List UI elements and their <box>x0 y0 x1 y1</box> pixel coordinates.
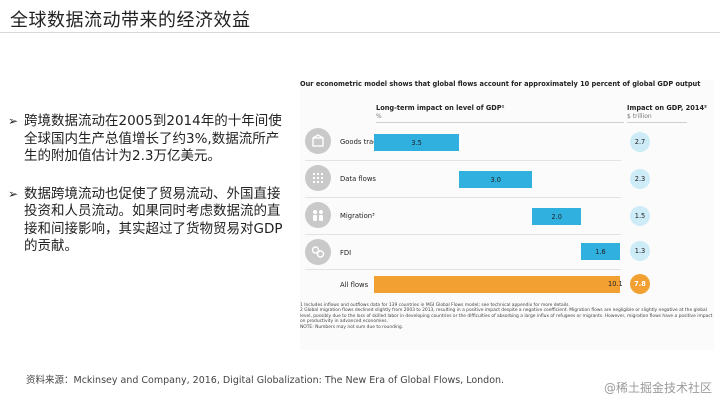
impact-head-rule <box>376 122 624 123</box>
row-label: Goods trade <box>340 138 382 146</box>
bar-all-flows-label: 10.1 <box>608 280 623 288</box>
row-divider <box>305 269 621 270</box>
bar-fdi: 1.6 <box>581 243 620 260</box>
data-flows-icon <box>305 165 331 191</box>
bar-value-label: 1.6 <box>595 247 606 256</box>
row-divider <box>305 160 621 161</box>
arrow-right-icon: ➢ <box>8 186 19 201</box>
bar-migration: 2.0 <box>532 208 582 225</box>
bar-value-label: 2.0 <box>551 212 562 221</box>
exhibit-headline: Our econometric model shows that global … <box>300 80 701 88</box>
gdp-circle: 1.5 <box>630 206 650 226</box>
row-label: Migration³ <box>340 212 375 220</box>
bar-goods-trade: 3.5 <box>374 134 460 151</box>
bar-all-flows <box>374 276 620 293</box>
watermark: @稀土掘金技术社区 <box>603 381 712 395</box>
gdp-column-head: Impact on GDP, 2014² <box>627 104 707 112</box>
impact-column-head: Long-term impact on level of GDP¹ <box>376 104 505 112</box>
exhibit-figure: Our econometric model shows that global … <box>300 80 714 350</box>
bar-data-flows: 3.0 <box>459 171 533 188</box>
slide-title: 全球数据流动带来的经济效益 <box>10 10 251 31</box>
note-line: 1 Includes inflows and outflows data for… <box>300 303 570 308</box>
gdp-circle: 2.7 <box>630 132 650 152</box>
gdp-circle: 2.3 <box>630 169 650 189</box>
goods-trade-icon <box>305 128 331 154</box>
impact-column-unit: % <box>376 113 382 120</box>
note-line: 2 Global migration flows declined slight… <box>300 308 713 325</box>
gdp-head-rule <box>627 122 687 123</box>
gdp-circle: 1.3 <box>630 241 650 261</box>
migration-icon <box>305 202 331 228</box>
row-label: Data flows <box>340 175 376 183</box>
title-divider <box>0 32 720 33</box>
arrow-right-icon: ➢ <box>8 114 19 128</box>
bullet-text: 数据跨境流动也促使了贸易流动、外国直接投资和人员流动。如果同时考虑数据流的直接和… <box>24 185 283 255</box>
bar-value-label: 3.0 <box>490 175 502 184</box>
bullet-list: ➢ 跨境数据流动在2005到2014年的十年间使全球国内生产总值增长了约3%,数… <box>8 113 288 276</box>
bullet-text: 跨境数据流动在2005到2014年的十年间使全球国内生产总值增长了约3%,数据流… <box>24 113 282 164</box>
note-line: NOTE: Numbers may not sum due to roundin… <box>300 324 404 330</box>
bullet-item: ➢ 跨境数据流动在2005到2014年的十年间使全球国内生产总值增长了约3%,数… <box>8 113 288 166</box>
fdi-icon <box>305 239 331 265</box>
row-divider <box>305 234 621 235</box>
row-label: FDI <box>340 249 352 257</box>
row-divider <box>305 197 621 198</box>
bar-value-label: 3.5 <box>411 138 422 147</box>
source-citation: 资料来源：Mckinsey and Company, 2016, Digital… <box>26 375 505 386</box>
bullet-item: ➢ 数据跨境流动也促使了贸易流动、外国直接投资和人员流动。如果同时考虑数据流的直… <box>8 186 288 256</box>
gdp-circle-total: 7.8 <box>630 274 650 294</box>
exhibit-notes: 1 Includes inflows and outflows data for… <box>300 303 714 330</box>
gdp-column-unit: $ trillion <box>627 113 652 120</box>
row-label: All flows <box>340 281 369 289</box>
